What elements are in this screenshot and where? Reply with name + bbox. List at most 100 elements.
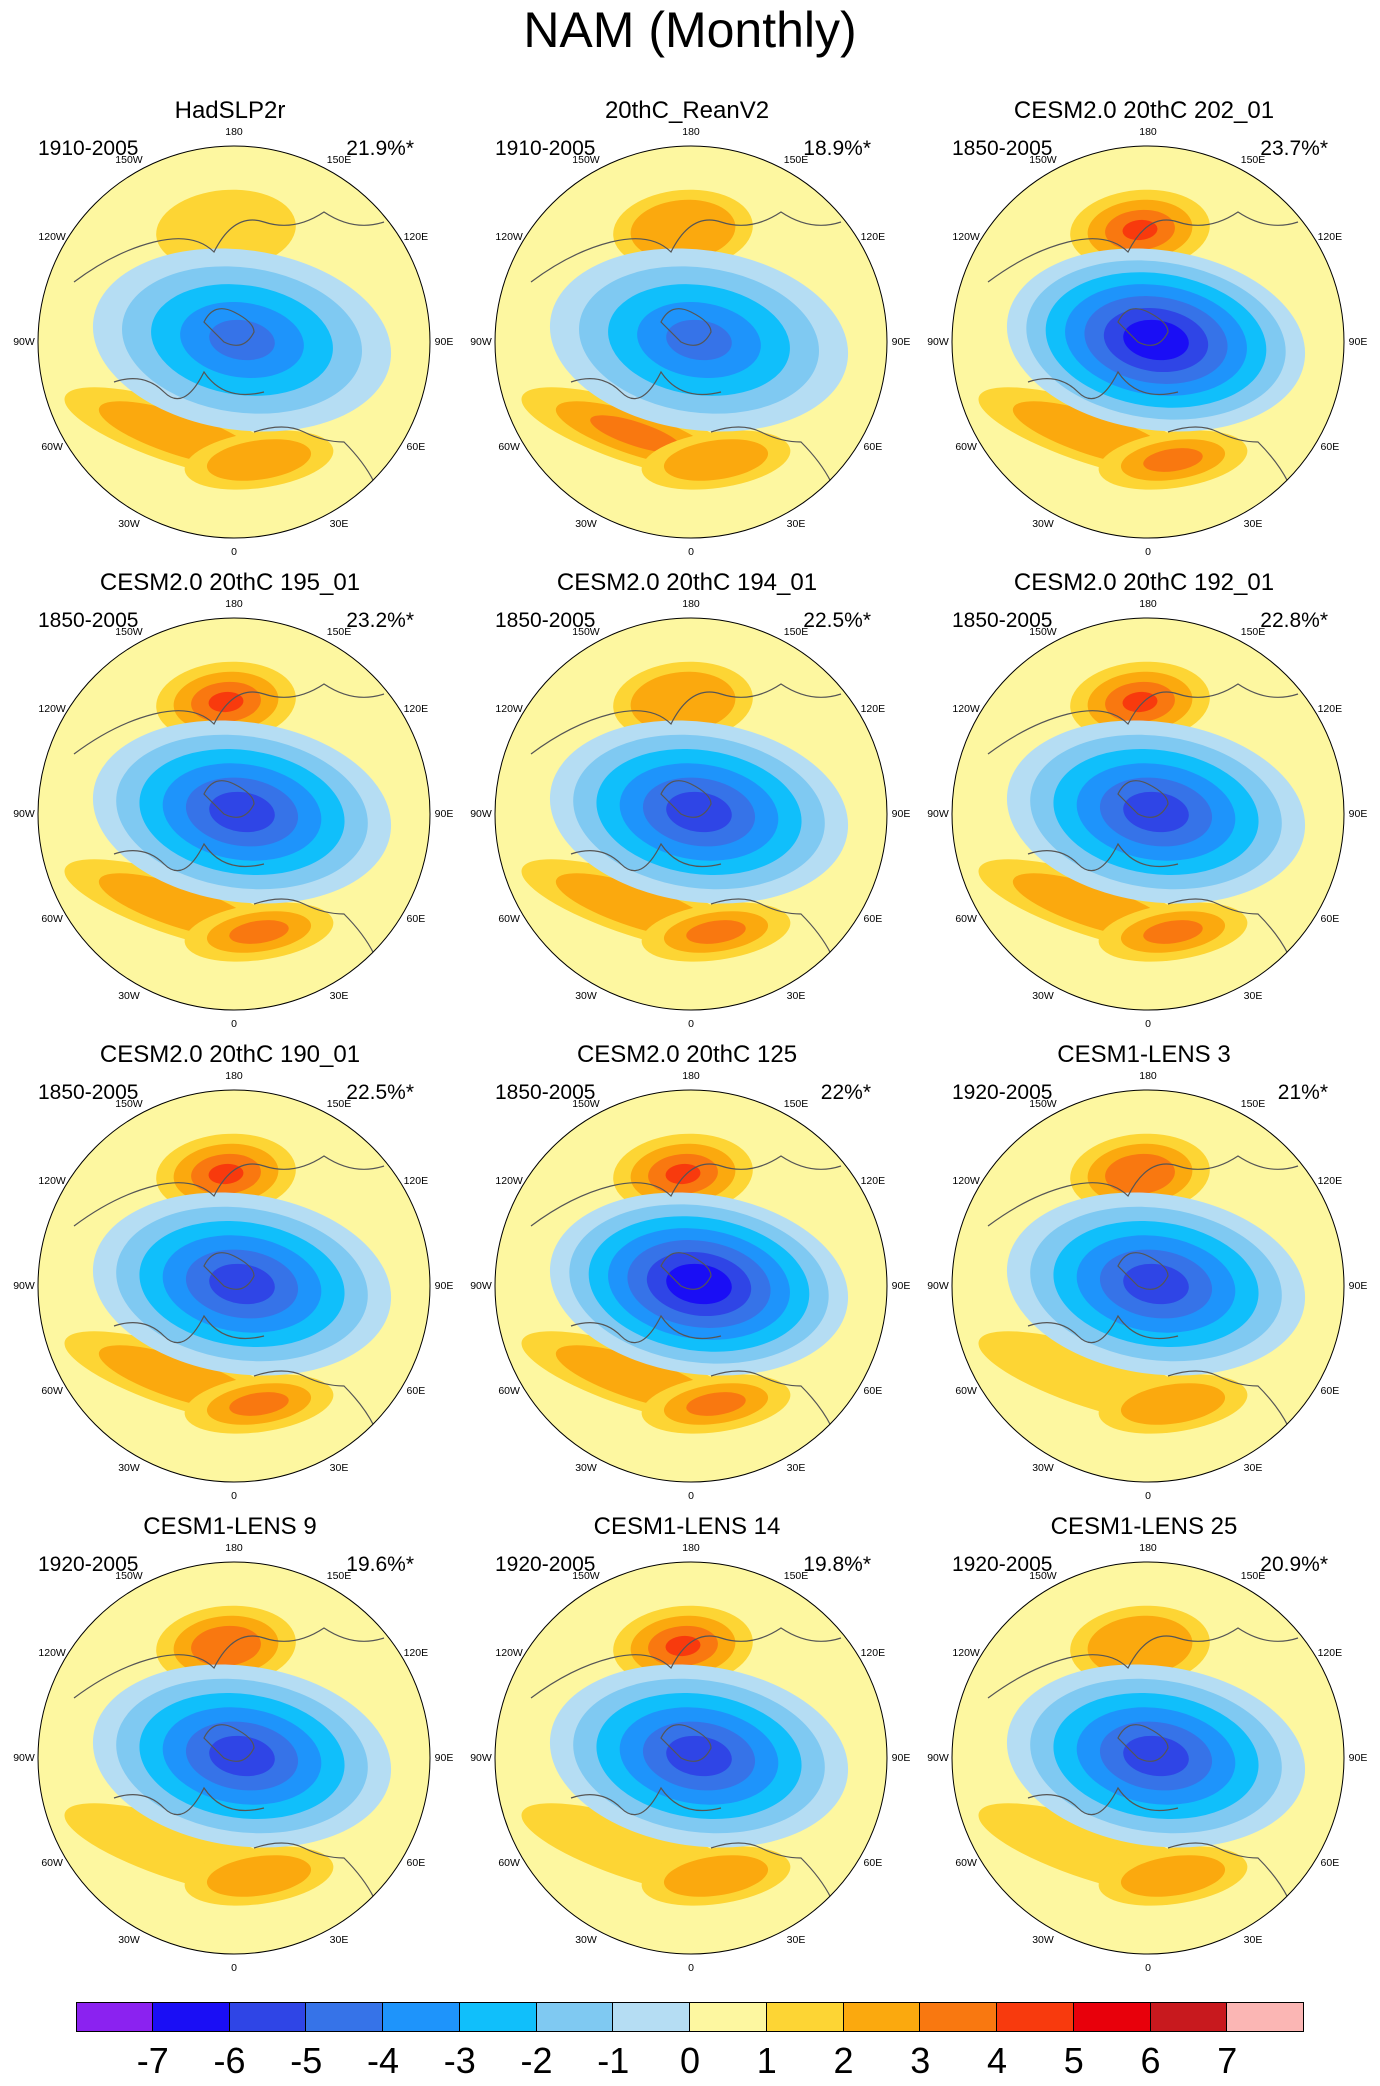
colorbar-box <box>690 2002 767 2032</box>
polar-map <box>951 145 1345 539</box>
map-panel: CESM1-LENS 25 1920-2005 20.9%* 180 150E 120E 9… <box>914 1416 1374 1974</box>
longitude-label: 60E <box>863 1385 883 1397</box>
longitude-label: 0 <box>688 1018 694 1030</box>
longitude-label: 30E <box>786 517 806 530</box>
panel-title: HadSLP2r <box>174 97 286 124</box>
longitude-label: 120E <box>860 1175 886 1187</box>
europe-high-contour <box>229 1392 289 1416</box>
longitude-label: 90W <box>13 1752 35 1764</box>
europe-high-contour <box>1143 920 1203 944</box>
longitude-label: 30E <box>329 1461 349 1474</box>
colorbar-box <box>536 2002 614 2032</box>
longitude-label: 60E <box>863 913 883 925</box>
europe-high-contour <box>663 1855 769 1897</box>
longitude-label: 60E <box>406 913 426 925</box>
coastline <box>987 1627 1299 1899</box>
longitude-label: 60E <box>863 1857 883 1869</box>
longitude-label: 120E <box>860 703 886 715</box>
longitude-label: 180 <box>682 126 700 138</box>
map-panel: HadSLP2r 1910-2005 21.9%* 180 150E 120E 90E 60E… <box>0 0 460 558</box>
longitude-label: 120W <box>38 1647 66 1659</box>
arctic-low-contour <box>666 1263 732 1305</box>
longitude-label: 30E <box>1243 989 1263 1002</box>
polar-map <box>494 145 888 539</box>
longitude-label: 30W <box>575 989 597 1002</box>
map-panel: CESM2.0 20thC 192_01 1850-2005 22.8%* 180 15… <box>914 472 1374 1030</box>
longitude-label: 60W <box>955 1385 977 1397</box>
arctic-low-contour <box>666 1735 732 1777</box>
longitude-label: 90E <box>1348 336 1368 348</box>
longitude-label: 90W <box>927 1752 949 1764</box>
panel-variance: 22.5%* <box>803 609 871 632</box>
panel-title: CESM2.0 20thC 202_01 <box>1013 97 1275 124</box>
panel-period: 1910-2005 <box>495 137 596 160</box>
longitude-label: 120E <box>1317 703 1343 715</box>
europe-high-contour <box>686 1392 746 1416</box>
arctic-low-contour <box>666 791 732 833</box>
polar-map <box>37 617 431 1011</box>
longitude-label: 150E <box>783 626 809 639</box>
map-panel: 20thC_ReanV2 1910-2005 18.9%* 180 150E 120E 90… <box>457 0 917 558</box>
map-panel: CESM2.0 20thC 125 1850-2005 22%* 180 150E 120… <box>457 944 917 1502</box>
longitude-label: 120E <box>403 231 429 243</box>
map-outline <box>37 617 431 1011</box>
pacific-high-contour <box>630 199 736 261</box>
colorbar-label: -5 <box>290 2040 323 2081</box>
longitude-label: 0 <box>688 1962 694 1974</box>
europe-high-contour <box>229 920 289 944</box>
panel-variance: 22.8%* <box>1260 609 1328 632</box>
longitude-label: 120W <box>38 703 66 715</box>
panel-period: 1910-2005 <box>38 137 139 160</box>
longitude-label: 60W <box>498 1857 520 1869</box>
polar-map <box>494 1089 888 1483</box>
longitude-label: 60W <box>498 913 520 925</box>
longitude-label: 30E <box>329 1933 349 1946</box>
polar-map <box>37 1089 431 1483</box>
longitude-label: 120W <box>495 1175 523 1187</box>
map-panel: CESM2.0 20thC 195_01 1850-2005 23.2%* 180 15… <box>0 472 460 1030</box>
arctic-low-contour <box>209 1263 275 1305</box>
panel-variance: 21.9%* <box>346 137 414 160</box>
colorbar-box <box>1073 2002 1151 2032</box>
longitude-label: 120W <box>952 703 980 715</box>
longitude-label: 90E <box>891 1280 911 1292</box>
longitude-label: 30W <box>575 517 597 530</box>
arctic-low-contour <box>1123 1263 1189 1305</box>
longitude-label: 90E <box>434 808 454 820</box>
longitude-label: 30E <box>1243 517 1263 530</box>
polar-map <box>951 1561 1345 1955</box>
pacific-high-contour <box>630 671 736 733</box>
longitude-label: 180 <box>1139 1070 1157 1082</box>
colorbar <box>76 2002 1304 2032</box>
longitude-label: 120E <box>860 1647 886 1659</box>
longitude-label: 60W <box>41 441 63 453</box>
panel-title: 20thC_ReanV2 <box>604 97 770 124</box>
longitude-label: 90E <box>1348 808 1368 820</box>
coastline <box>73 211 385 483</box>
coastline <box>73 1155 385 1427</box>
colorbar-label: 5 <box>1063 2040 1084 2081</box>
panel-title: CESM2.0 20thC 190_01 <box>99 1041 361 1068</box>
longitude-label: 30W <box>118 1933 140 1946</box>
polar-map <box>37 145 431 539</box>
longitude-label: 120E <box>403 1175 429 1187</box>
colorbar-label: -6 <box>213 2040 246 2081</box>
longitude-label: 60E <box>863 441 883 453</box>
polar-map <box>951 617 1345 1011</box>
arctic-low-contour <box>209 1735 275 1777</box>
longitude-label: 60W <box>41 1857 63 1869</box>
longitude-label: 120E <box>403 1647 429 1659</box>
coastline <box>987 683 1299 955</box>
colorbar-label: 2 <box>833 2040 854 2081</box>
longitude-label: 120W <box>495 703 523 715</box>
panel-variance: 23.2%* <box>346 609 414 632</box>
longitude-label: 0 <box>1145 1962 1151 1974</box>
longitude-label: 0 <box>1145 1490 1151 1502</box>
map-outline <box>951 1561 1345 1955</box>
panel-period: 1920-2005 <box>495 1553 596 1576</box>
longitude-label: 150W <box>115 1570 143 1583</box>
longitude-label: 150W <box>572 626 600 639</box>
longitude-label: 90W <box>927 808 949 820</box>
colorbar-box <box>843 2002 921 2032</box>
colorbar-box <box>459 2002 537 2032</box>
